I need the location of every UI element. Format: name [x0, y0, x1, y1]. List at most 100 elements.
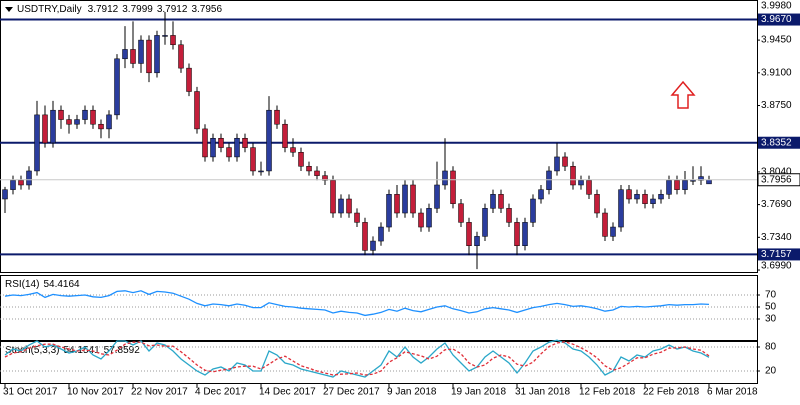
candle-body [10, 180, 16, 190]
candle-body [570, 166, 576, 186]
candle-body [506, 208, 512, 223]
y-tick-label: 3.6990 [761, 261, 792, 272]
y-tick-label: 3.8040 [761, 167, 792, 178]
symbol-title: USDTRY,Daily [17, 4, 82, 15]
rsi-header: RSI(14) 54.4164 [5, 279, 80, 290]
x-tick-label: 12 Feb 2018 [579, 387, 636, 398]
candle-body [530, 198, 536, 223]
candle-body [106, 114, 112, 130]
candle-body [634, 194, 640, 200]
x-tick-label: 22 Nov 2017 [131, 387, 188, 398]
candle-body [402, 184, 408, 214]
candle-body [266, 109, 272, 172]
y-tick-label: 3.7340 [761, 232, 792, 243]
candle-body [146, 39, 152, 74]
candle-body [346, 198, 352, 214]
candle-body [682, 180, 688, 190]
y-tick-label: 3.8750 [761, 100, 792, 111]
level-label: 3.8352 [761, 137, 792, 148]
candle-body [130, 49, 136, 64]
candle-body [330, 180, 336, 214]
current-price-box [757, 173, 800, 187]
close-value: 3.7956 [191, 4, 222, 15]
candle-body [538, 189, 544, 200]
candle-body [578, 180, 584, 186]
candle-body [210, 137, 216, 158]
candle-body [642, 194, 648, 204]
high-value: 3.7999 [122, 4, 153, 15]
y-tick-label: 30 [765, 314, 777, 325]
x-tick-label: 27 Dec 2017 [323, 387, 380, 398]
candle-body [50, 109, 56, 144]
x-tick-label: 22 Feb 2018 [643, 387, 700, 398]
candle-body [138, 39, 144, 64]
candle-body [706, 179, 712, 185]
x-tick-label: 10 Nov 2017 [67, 387, 124, 398]
candle-body [474, 236, 480, 246]
y-tick-label: 80 [765, 342, 777, 353]
level-label-box [758, 248, 800, 261]
candle-body [434, 184, 440, 209]
candle-body [602, 212, 608, 237]
stoch-title: Stoch(5,3,3) [5, 345, 59, 356]
candle-body [18, 180, 24, 186]
candle-body [450, 170, 456, 204]
y-tick-label: 3.7690 [761, 199, 792, 210]
candle-body [618, 189, 624, 228]
stoch-signal-value: 57.8592 [104, 345, 141, 356]
candle-body [362, 222, 368, 251]
current-price-label: 3.7956 [761, 174, 792, 185]
indicator-line [4, 290, 710, 317]
candle-body [594, 194, 600, 214]
level-label-box [758, 136, 800, 149]
indicator-line [4, 341, 710, 376]
candle-body [194, 91, 200, 130]
up-arrow-annotation [670, 80, 696, 109]
candle-body [186, 67, 192, 92]
candle-body [58, 109, 64, 120]
candle-body [178, 44, 184, 69]
y-tick-label: 3.9450 [761, 35, 792, 46]
candle-body [586, 180, 592, 195]
candle-body [90, 109, 96, 125]
candle-body [154, 35, 160, 74]
candle-body [290, 147, 296, 153]
rsi-title: RSI(14) [5, 279, 39, 290]
candle-body [2, 189, 8, 200]
candle-body [418, 212, 424, 228]
candle-body [466, 222, 472, 246]
candle-body [562, 156, 568, 167]
candle-body [514, 222, 520, 246]
candle-body [490, 194, 496, 209]
level-label: 3.7157 [761, 249, 792, 260]
x-tick-label: 6 Mar 2018 [707, 387, 758, 398]
candle-body [202, 128, 208, 158]
candle-body [394, 194, 400, 214]
candle-body [522, 222, 528, 246]
candle-body [98, 123, 104, 130]
candle-body [354, 212, 360, 223]
candle-body [698, 176, 704, 181]
candle-body [250, 147, 256, 172]
candle-body [378, 226, 384, 242]
candle-body [218, 137, 224, 148]
candle-body [442, 170, 448, 186]
candle-body [674, 180, 680, 190]
candle-body [282, 123, 288, 148]
candle-body [410, 184, 416, 214]
candle-body [626, 189, 632, 200]
x-tick-label: 4 Dec 2017 [195, 387, 247, 398]
low-value: 3.7912 [157, 4, 188, 15]
candle-body [658, 194, 664, 200]
symbol-header: USDTRY,Daily 3.7912 3.7999 3.7912 3.7956 [17, 4, 222, 15]
candle-body [306, 166, 312, 172]
candle-body [554, 156, 560, 172]
candle-body [338, 198, 344, 214]
level-label: 3.9670 [761, 14, 792, 25]
x-tick-label: 19 Jan 2018 [451, 387, 506, 398]
candle-body [298, 152, 304, 167]
y-tick-label: 3.9100 [761, 67, 792, 78]
candle-body [66, 119, 72, 125]
menu-icon[interactable] [5, 7, 13, 12]
